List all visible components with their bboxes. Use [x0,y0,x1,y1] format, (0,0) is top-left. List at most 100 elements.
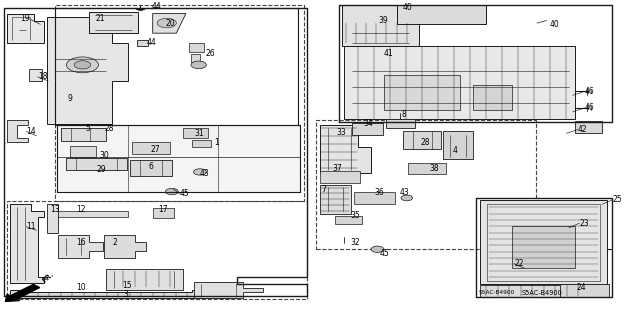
Text: 35: 35 [351,211,360,219]
Polygon shape [193,282,262,298]
Text: 30: 30 [100,151,109,160]
Polygon shape [344,47,575,119]
Bar [316,120,536,249]
Circle shape [157,18,176,28]
Text: 38: 38 [430,164,440,173]
Text: 29: 29 [97,165,106,174]
Text: 12: 12 [76,205,86,214]
Text: 21: 21 [95,14,105,23]
Text: 42: 42 [578,125,588,134]
Polygon shape [403,131,442,149]
Polygon shape [70,146,97,157]
Circle shape [166,189,178,195]
Text: 9: 9 [68,94,72,103]
Text: 28: 28 [105,124,115,133]
Circle shape [191,61,206,69]
Polygon shape [132,142,170,153]
Polygon shape [7,14,44,43]
Text: 40: 40 [403,3,413,12]
Polygon shape [138,40,148,46]
Polygon shape [29,69,42,81]
Text: 36: 36 [374,188,384,197]
Polygon shape [387,119,415,128]
Text: 4: 4 [453,146,458,155]
Text: 39: 39 [379,16,388,25]
Text: 2: 2 [113,238,117,248]
Text: 20: 20 [166,19,175,28]
Polygon shape [10,290,230,298]
Polygon shape [153,13,186,33]
Text: S5AC-B4900: S5AC-B4900 [522,290,563,296]
Polygon shape [66,158,127,170]
Polygon shape [191,54,200,62]
Text: 32: 32 [351,238,360,248]
Circle shape [67,57,99,73]
Bar [384,75,461,110]
Polygon shape [342,5,419,46]
Polygon shape [7,120,28,143]
Polygon shape [335,216,362,224]
Polygon shape [575,121,602,133]
Bar [511,226,575,268]
Circle shape [193,169,206,175]
Text: 14: 14 [26,127,36,136]
Polygon shape [192,140,211,147]
Polygon shape [61,128,106,141]
Text: 16: 16 [76,238,86,248]
Polygon shape [320,171,360,183]
Text: 41: 41 [384,49,394,58]
Text: 31: 31 [194,129,204,138]
Polygon shape [47,17,129,124]
Text: 33: 33 [337,128,346,137]
Polygon shape [89,12,138,33]
Text: 28: 28 [421,138,431,147]
Text: 5: 5 [86,124,90,133]
Polygon shape [479,200,607,284]
Text: 8: 8 [402,110,406,119]
Text: 11: 11 [26,222,36,231]
Text: 15: 15 [122,280,132,290]
Polygon shape [58,211,129,217]
Text: 44: 44 [152,2,162,11]
Polygon shape [443,131,473,159]
Text: 34: 34 [364,119,373,128]
Text: 7: 7 [321,185,326,194]
Polygon shape [57,125,300,192]
Polygon shape [182,128,208,138]
Text: 1: 1 [214,138,220,147]
Text: S5AC-B4900: S5AC-B4900 [478,291,515,295]
Bar [473,85,511,110]
Bar [7,201,307,299]
Text: 46: 46 [584,103,594,113]
Text: 17: 17 [158,205,168,214]
Text: 40: 40 [550,20,559,29]
Bar [55,5,304,201]
Text: 10: 10 [76,283,86,293]
Polygon shape [130,160,172,176]
Text: 43: 43 [199,169,209,178]
Polygon shape [320,125,371,173]
Text: 45: 45 [179,189,189,198]
Polygon shape [10,204,44,284]
Polygon shape [47,204,58,233]
Circle shape [371,246,384,252]
Polygon shape [104,235,147,258]
Text: 45: 45 [380,249,390,257]
Text: FR.: FR. [42,271,56,284]
Polygon shape [479,285,588,297]
Text: 6: 6 [149,162,154,171]
Text: 24: 24 [577,283,586,293]
Text: 44: 44 [147,38,156,47]
Polygon shape [320,185,351,214]
Polygon shape [408,163,447,174]
Polygon shape [352,122,383,135]
Circle shape [401,195,413,201]
Text: 37: 37 [333,164,342,173]
Text: 25: 25 [612,195,622,204]
Text: 3: 3 [124,290,128,299]
Polygon shape [106,269,182,290]
Polygon shape [560,284,609,297]
Text: 13: 13 [51,205,60,214]
Text: 27: 27 [151,145,161,154]
Polygon shape [355,192,396,204]
